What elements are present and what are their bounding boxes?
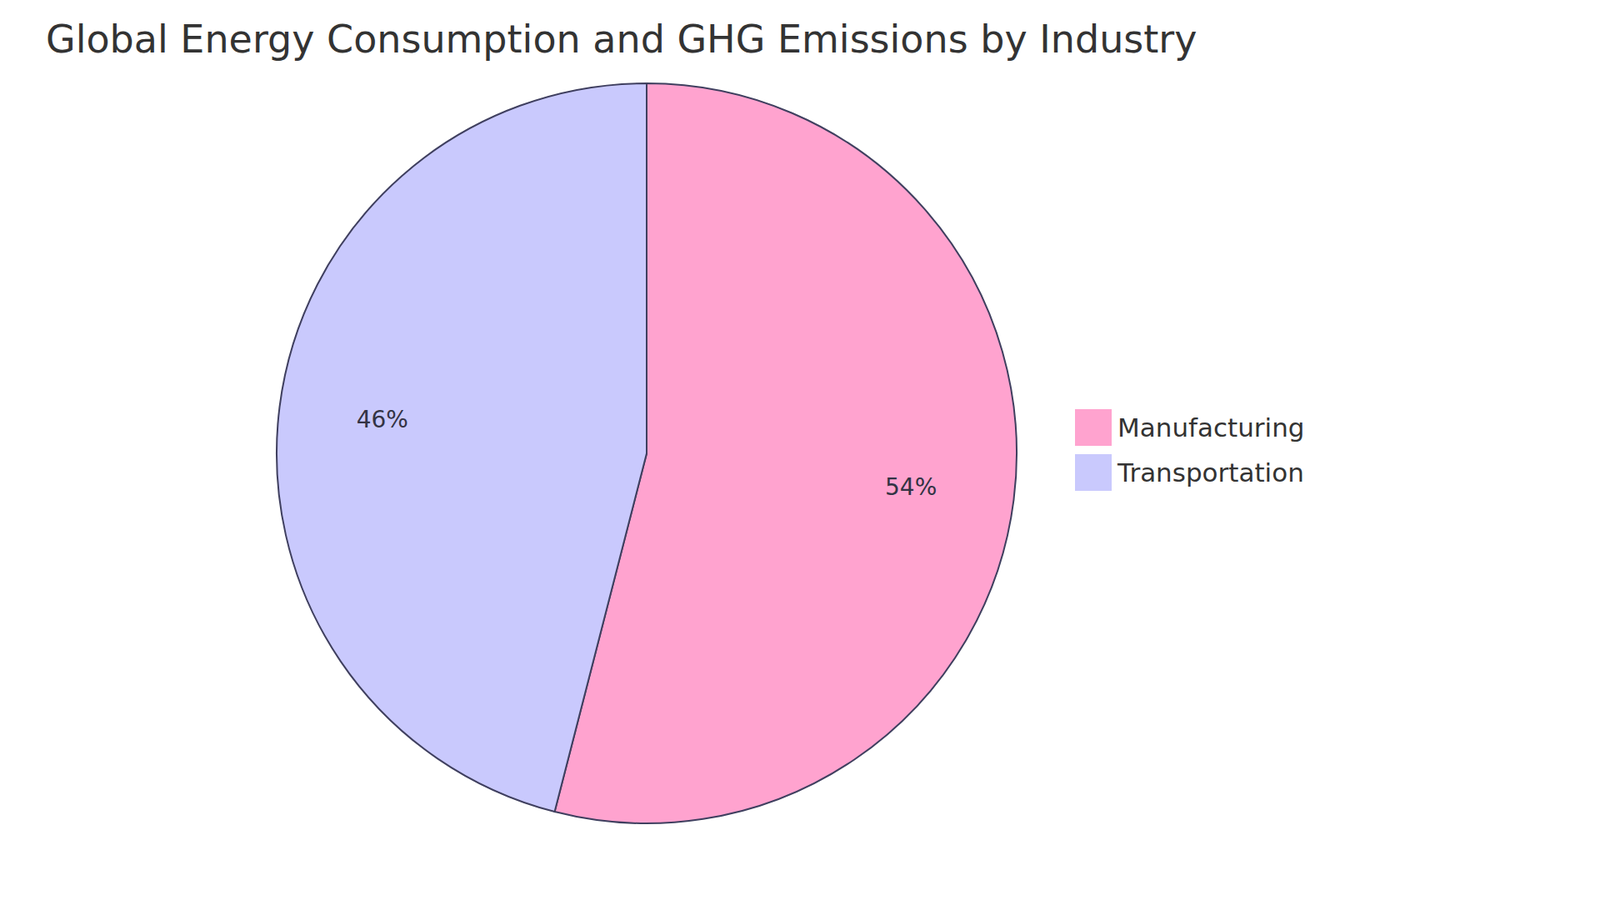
svg-text:46%: 46%: [356, 405, 409, 434]
svg-text:54%: 54%: [885, 473, 937, 501]
html-text:Transportation: Transportation: [1117, 457, 1304, 488]
html-text:Manufacturing: Manufacturing: [1117, 412, 1305, 443]
html-text:Global Energy Consumption and: Global Energy Consumption and GHG Emissi…: [45, 16, 1198, 62]
